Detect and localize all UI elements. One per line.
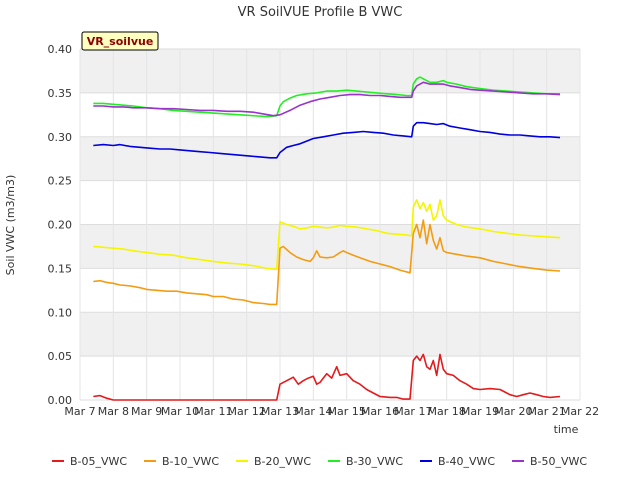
series-line-b-10-vwc — [93, 219, 561, 306]
y-tick-label: 0.25 — [48, 175, 73, 188]
legend-label-b-05-vwc: B-05_VWC — [70, 455, 127, 468]
series-line-b-20-vwc — [93, 199, 561, 271]
y-tick-label: 0.05 — [48, 350, 73, 363]
x-tick-label: Mar 9 — [131, 405, 162, 418]
x-tick-label: Mar 22 — [561, 405, 599, 418]
x-tick-label: Mar 13 — [261, 405, 299, 418]
y-tick-label: 0.15 — [48, 262, 73, 275]
plot-band — [80, 49, 580, 93]
legend-label-b-40-vwc: B-40_VWC — [438, 455, 495, 468]
y-tick-label: 0.35 — [48, 87, 73, 100]
series-line-b-30-vwc — [93, 76, 560, 118]
y-tick-label: 0.30 — [48, 131, 73, 144]
plot-band — [80, 224, 580, 269]
x-tick-label: Mar 11 — [194, 405, 232, 418]
badge-label: VR_soilvue — [87, 35, 154, 48]
legend-label-b-50-vwc: B-50_VWC — [530, 455, 587, 468]
x-tick-label: Mar 20 — [494, 405, 532, 418]
y-axis: 0.00 0.05 0.10 0.15 0.20 0.25 0.30 0.35 0.40 — [48, 43, 73, 407]
badge-box — [81, 31, 159, 51]
legend-label-b-30-vwc: B-30_VWC — [346, 455, 403, 468]
x-tick-label: Mar 18 — [428, 405, 466, 418]
x-tick-label: Mar 16 — [361, 405, 399, 418]
x-tick-label: Mar 17 — [394, 405, 432, 418]
y-tick-label: 0.20 — [48, 219, 73, 232]
y-tick-label: 0.10 — [48, 306, 73, 319]
series-layer — [93, 76, 561, 401]
series-line-b-50-vwc — [93, 81, 561, 117]
x-axis-label: time — [554, 423, 579, 436]
legend: B-05_VWC B-10_VWC B-20_VWC B-30_VWC B-40_VWC… — [52, 455, 587, 468]
series-line-b-05-vwc — [93, 353, 561, 401]
x-tick-label: Mar 19 — [461, 405, 499, 418]
legend-label-b-20-vwc: B-20_VWC — [254, 455, 311, 468]
chart-title: VR SoilVUE Profile B VWC — [238, 5, 403, 20]
legend-label-b-10-vwc: B-10_VWC — [162, 455, 219, 468]
series-line-b-40-vwc — [93, 121, 561, 159]
x-tick-label: Mar 21 — [528, 405, 566, 418]
y-axis-label: Soil VWC (m3/m3) — [4, 175, 17, 276]
grid-lines — [79, 48, 581, 401]
plot-band — [80, 312, 580, 357]
x-tick-label: Mar 12 — [228, 405, 266, 418]
plot-band — [80, 136, 580, 181]
x-tick-label: Mar 15 — [328, 405, 366, 418]
badge: VR_soilvue — [81, 31, 159, 51]
x-tick-label: Mar 10 — [161, 405, 199, 418]
x-tick-label: Mar 14 — [294, 405, 332, 418]
x-tick-label: Mar 8 — [98, 405, 129, 418]
y-tick-label: 0.40 — [48, 43, 73, 56]
y-tick-label: 0.00 — [48, 394, 73, 407]
x-tick-label: Mar 7 — [64, 405, 95, 418]
